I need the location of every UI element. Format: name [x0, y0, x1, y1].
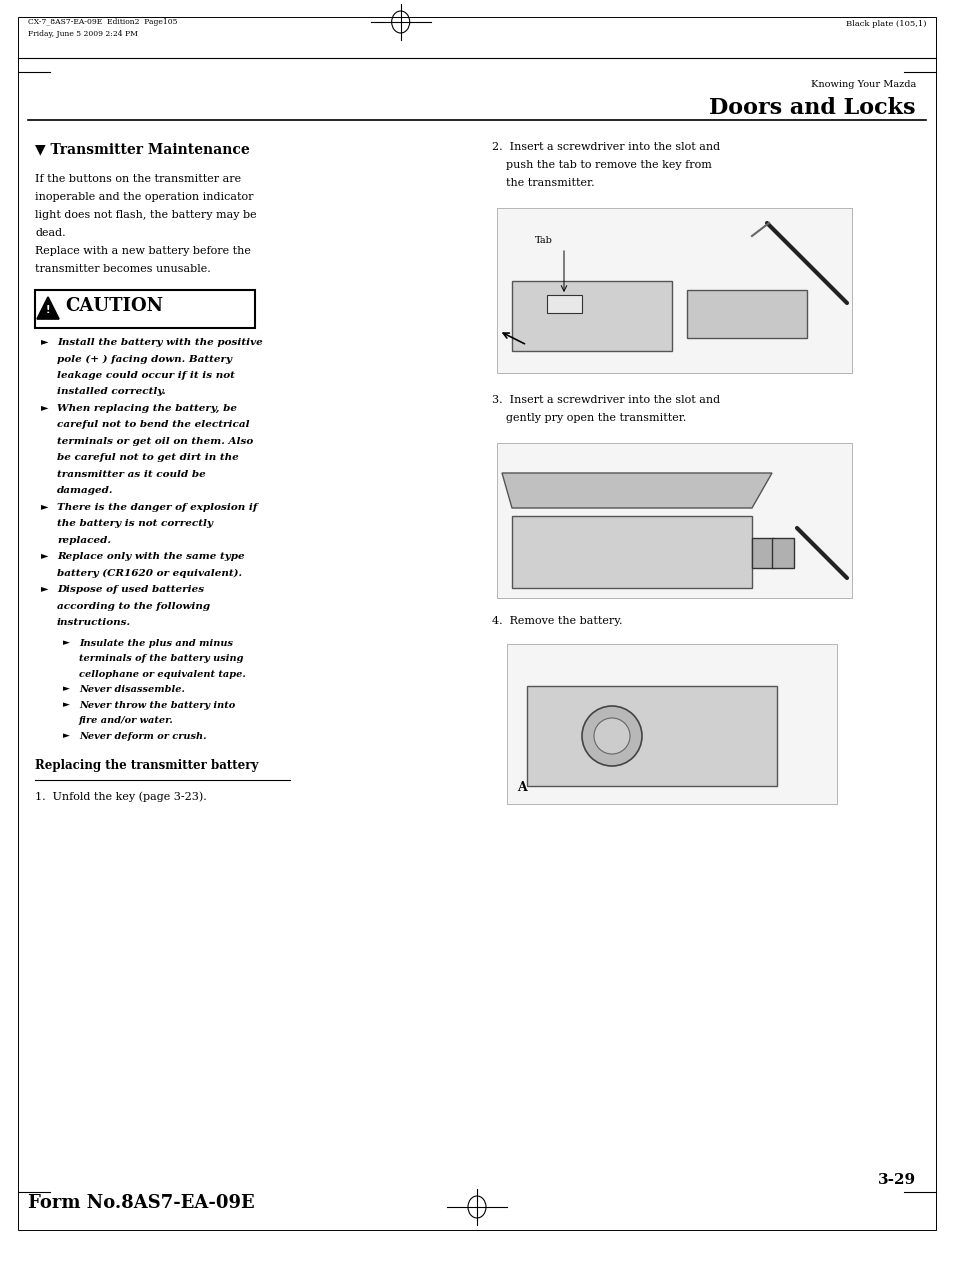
Bar: [512, 281, 671, 351]
Text: instructions.: instructions.: [57, 618, 131, 627]
Text: 2.  Insert a screwdriver into the slot and: 2. Insert a screwdriver into the slot an…: [492, 143, 720, 152]
Text: Replace only with the same type: Replace only with the same type: [57, 553, 244, 562]
Bar: [497, 443, 851, 598]
Bar: [546, 296, 581, 314]
Text: When replacing the battery, be: When replacing the battery, be: [57, 403, 236, 412]
Text: Form No.8AS7-EA-09E: Form No.8AS7-EA-09E: [28, 1194, 254, 1212]
Text: battery (CR1620 or equivalent).: battery (CR1620 or equivalent).: [57, 569, 242, 578]
Text: Never throw the battery into: Never throw the battery into: [79, 702, 235, 711]
Text: Friday, June 5 2009 2:24 PM: Friday, June 5 2009 2:24 PM: [28, 30, 138, 39]
Bar: [526, 686, 776, 786]
Text: ►: ►: [41, 551, 49, 560]
Text: inoperable and the operation indicator: inoperable and the operation indicator: [35, 191, 253, 202]
Text: fire and/or water.: fire and/or water.: [79, 717, 173, 726]
Text: !: !: [46, 305, 51, 315]
Text: ►: ►: [41, 502, 49, 511]
Bar: [771, 538, 793, 568]
Text: There is the danger of explosion if: There is the danger of explosion if: [57, 502, 257, 511]
Text: ►: ►: [63, 731, 70, 740]
Text: damaged.: damaged.: [57, 487, 113, 496]
FancyBboxPatch shape: [35, 290, 254, 328]
Text: transmitter as it could be: transmitter as it could be: [57, 470, 206, 479]
Text: ►: ►: [41, 585, 49, 594]
Text: ▼ Transmitter Maintenance: ▼ Transmitter Maintenance: [35, 143, 250, 155]
Text: Never disassemble.: Never disassemble.: [79, 685, 185, 694]
Text: transmitter becomes unusable.: transmitter becomes unusable.: [35, 263, 211, 274]
Text: be careful not to get dirt in the: be careful not to get dirt in the: [57, 454, 238, 463]
Text: 4.  Remove the battery.: 4. Remove the battery.: [492, 616, 622, 626]
Circle shape: [581, 705, 641, 766]
Bar: [506, 644, 836, 804]
Text: the battery is not correctly: the battery is not correctly: [57, 519, 213, 528]
Text: push the tab to remove the key from: push the tab to remove the key from: [492, 161, 711, 170]
Polygon shape: [501, 473, 771, 508]
Text: 3.  Insert a screwdriver into the slot and: 3. Insert a screwdriver into the slot an…: [492, 394, 720, 405]
Text: ►: ►: [41, 337, 49, 346]
Text: Replace with a new battery before the: Replace with a new battery before the: [35, 245, 251, 256]
Text: terminals of the battery using: terminals of the battery using: [79, 654, 243, 663]
Text: ►: ►: [63, 685, 70, 694]
Text: Dispose of used batteries: Dispose of used batteries: [57, 586, 204, 595]
Text: ►: ►: [63, 637, 70, 648]
Text: dead.: dead.: [35, 227, 66, 238]
Text: pole (+ ) facing down. Battery: pole (+ ) facing down. Battery: [57, 355, 232, 364]
Text: Tab: Tab: [535, 236, 553, 245]
Text: careful not to bend the electrical: careful not to bend the electrical: [57, 420, 250, 429]
Text: 3-29: 3-29: [877, 1173, 915, 1187]
Circle shape: [594, 718, 629, 754]
Bar: [497, 208, 851, 373]
Text: replaced.: replaced.: [57, 536, 111, 545]
Text: Replacing the transmitter battery: Replacing the transmitter battery: [35, 759, 258, 772]
Text: according to the following: according to the following: [57, 601, 210, 610]
Text: ►: ►: [63, 700, 70, 709]
Text: leakage could occur if it is not: leakage could occur if it is not: [57, 371, 234, 380]
Text: CX-7_8AS7-EA-09E  Edition2  Page105: CX-7_8AS7-EA-09E Edition2 Page105: [28, 18, 177, 26]
Text: Doors and Locks: Doors and Locks: [709, 96, 915, 120]
Bar: [751, 538, 773, 568]
Text: CAUTION: CAUTION: [65, 297, 163, 315]
Text: the transmitter.: the transmitter.: [492, 179, 594, 188]
Text: Insulate the plus and minus: Insulate the plus and minus: [79, 639, 233, 648]
Text: Knowing Your Mazda: Knowing Your Mazda: [810, 80, 915, 89]
Bar: [686, 290, 806, 338]
Text: installed correctly.: installed correctly.: [57, 388, 166, 397]
Text: If the buttons on the transmitter are: If the buttons on the transmitter are: [35, 173, 241, 184]
Text: cellophane or equivalent tape.: cellophane or equivalent tape.: [79, 669, 246, 678]
Text: light does not flash, the battery may be: light does not flash, the battery may be: [35, 209, 256, 220]
Text: A: A: [517, 781, 526, 794]
Text: Black plate (105,1): Black plate (105,1): [844, 21, 925, 28]
Text: gently pry open the transmitter.: gently pry open the transmitter.: [492, 412, 685, 423]
Text: Never deform or crush.: Never deform or crush.: [79, 732, 206, 741]
Text: ►: ►: [41, 403, 49, 412]
Polygon shape: [37, 297, 59, 319]
Text: 1.  Unfold the key (page 3-23).: 1. Unfold the key (page 3-23).: [35, 792, 207, 802]
Text: terminals or get oil on them. Also: terminals or get oil on them. Also: [57, 437, 253, 446]
Bar: [512, 517, 751, 589]
Text: Install the battery with the positive: Install the battery with the positive: [57, 338, 262, 347]
